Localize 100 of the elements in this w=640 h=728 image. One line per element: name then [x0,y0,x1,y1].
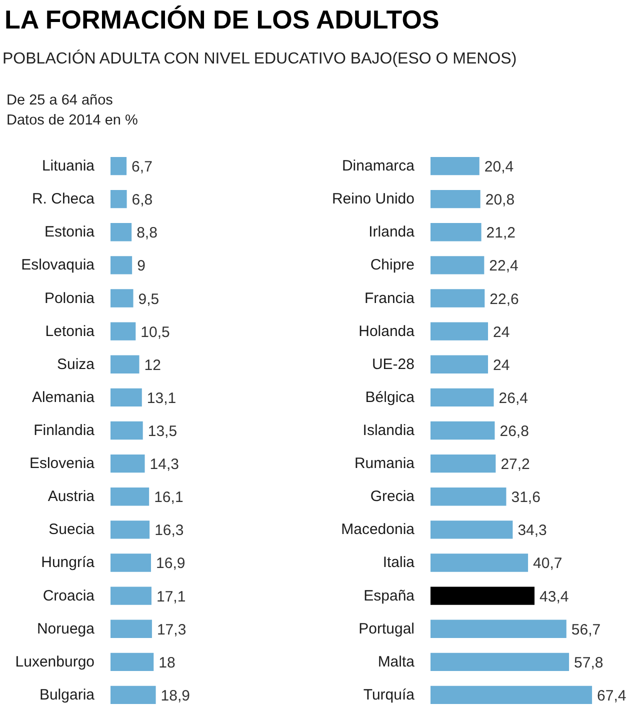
y-tick-label: Finlandia [34,422,96,439]
y-tick-label: Suiza [56,356,96,373]
data-label: 6,8 [132,192,153,209]
bar [110,223,132,242]
data-label: 20,8 [485,192,515,209]
data-label: 20,4 [484,158,514,176]
data-label: 6,7 [132,158,152,176]
y-tick-label: Eslovaquia [21,256,96,274]
bar [110,156,127,176]
bar [430,156,480,176]
data-label: 16,1 [154,489,184,506]
bar [110,488,150,506]
bar [110,686,156,704]
data-label: 22,6 [490,290,519,308]
data-label: 22,4 [489,258,518,275]
bar [430,686,592,704]
bar [430,488,506,506]
bar [110,554,152,572]
bar [430,586,535,605]
data-label: 26,8 [500,423,529,440]
bar [430,421,495,440]
data-label: 8,8 [136,224,158,242]
bar [430,454,496,473]
data-label: 26,4 [498,390,528,407]
data-label: 43,4 [540,588,569,606]
y-tick-label: Macedonia [341,521,416,538]
data-label: 12 [144,356,161,374]
bar [110,454,145,473]
bar [430,322,488,340]
y-tick-label: Bulgaria [39,686,96,704]
data-label: 67,4 [597,687,626,704]
y-tick-label: Croacia [42,587,96,604]
y-tick-label: España [364,587,416,604]
data-label: 27,2 [500,456,530,474]
data-label: 24 [493,324,510,341]
bar [430,520,513,539]
data-label: 18,9 [160,687,190,704]
y-tick-label: Suecia [48,521,96,538]
data-label: 57,8 [574,654,604,672]
y-tick-label: Austria [48,488,96,506]
y-tick-label: Portugal [358,620,415,638]
data-label: 9 [137,258,146,275]
bar [430,355,488,374]
bar [430,223,482,242]
data-label: 14,3 [150,456,179,474]
y-tick-label: Turquía [363,686,416,704]
y-tick-label: Bélgica [365,388,416,406]
text: LA FORMACIÓN DE LOS ADULTOS [4,4,440,34]
y-tick-label: Noruega [36,620,96,638]
y-tick-label: Eslovenia [29,455,96,472]
y-tick-label: Islandia [362,422,416,439]
bar [110,355,140,374]
y-tick-label: Holanda [358,322,416,340]
y-tick-label: Hungría [41,554,96,572]
data-label: 17,3 [156,621,186,638]
y-tick-label: Irlanda [368,224,416,241]
data-label: 40,7 [533,555,562,572]
bar [110,190,127,208]
y-tick-label: Lituania [42,158,96,175]
y-tick-label: Italia [382,554,416,572]
text: Datos de 2014 en % [6,112,138,128]
y-tick-label: Chipre [370,256,414,274]
y-tick-label: Malta [378,653,416,670]
text: De 25 a 64 años [6,92,113,108]
y-tick-label: Letonia [45,322,96,340]
data-label: 13,5 [148,423,178,440]
data-label: 16,9 [156,555,186,572]
data-label: 10,5 [140,324,170,341]
bar [110,322,136,340]
text: POBLACIÓN ADULTA CON NIVEL EDUCATIVO BAJO(ESO O MENOS) [2,50,517,68]
data-label: 21,2 [486,224,516,242]
bar [110,421,143,440]
data-label: 31,6 [511,489,540,506]
bar [430,620,566,638]
data-label: 9,5 [138,290,160,308]
bar [110,520,150,539]
data-label: 56,7 [571,621,601,638]
bar [110,289,134,308]
y-tick-label: Estonia [44,224,96,241]
bar [430,190,480,208]
bar [110,586,152,605]
data-label: 16,3 [154,522,184,540]
data-label: 17,1 [156,588,186,606]
bar [430,388,494,407]
y-tick-label: Polonia [44,290,96,307]
y-tick-label: Grecia [370,488,416,506]
bar [430,289,485,308]
data-label: 18 [158,654,176,672]
data-label: 24 [493,356,510,374]
y-tick-label: Reino Unido [332,190,415,208]
bar [110,388,142,407]
bar [430,554,528,572]
data-label: 34,3 [518,522,547,540]
y-tick-label: Rumania [354,455,416,472]
bar [430,256,484,274]
bar [110,620,152,638]
y-tick-label: Alemania [32,388,96,406]
y-tick-label: R. Checa [32,190,96,208]
bar [110,256,132,274]
y-tick-label: Francia [364,290,416,307]
